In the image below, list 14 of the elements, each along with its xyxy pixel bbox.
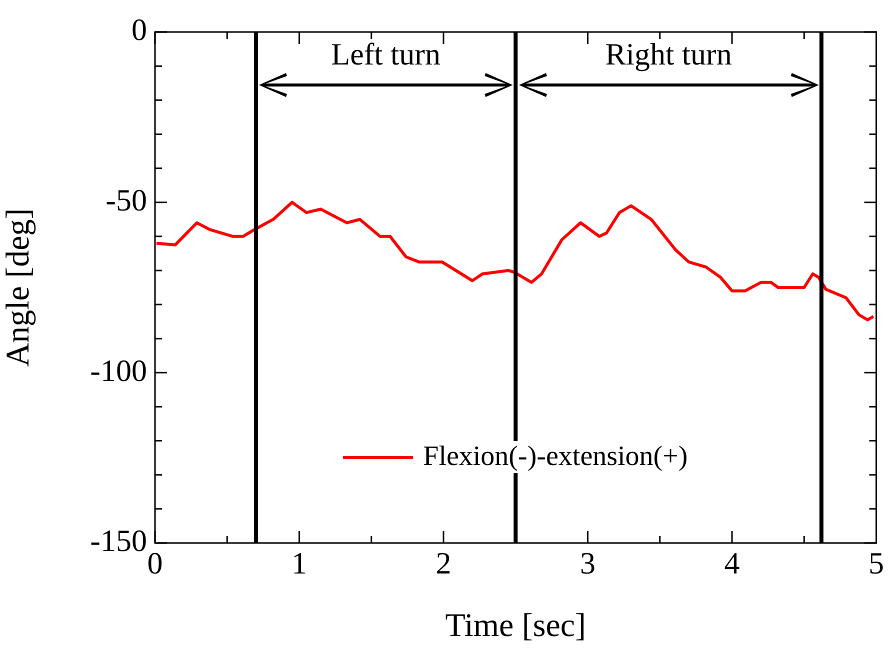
annotation: Left turn bbox=[331, 36, 441, 72]
x-axis-title: Time [sec] bbox=[445, 608, 586, 644]
y-tick-label: -50 bbox=[106, 182, 147, 218]
x-tick-label: 2 bbox=[436, 546, 452, 581]
x-tick-label: 5 bbox=[868, 546, 884, 581]
y-axis-title: Angle [deg] bbox=[0, 208, 36, 367]
y-tick-label: -100 bbox=[90, 352, 147, 388]
y-tick-label: -150 bbox=[90, 523, 147, 558]
x-tick-label: 3 bbox=[580, 546, 596, 581]
legend-label: Flexion(-)-extension(+) bbox=[423, 441, 688, 473]
x-tick-label: 4 bbox=[724, 546, 740, 581]
x-tick-label: 1 bbox=[292, 546, 307, 581]
annotation: Right turn bbox=[605, 36, 732, 72]
y-tick-label: 0 bbox=[132, 12, 147, 48]
